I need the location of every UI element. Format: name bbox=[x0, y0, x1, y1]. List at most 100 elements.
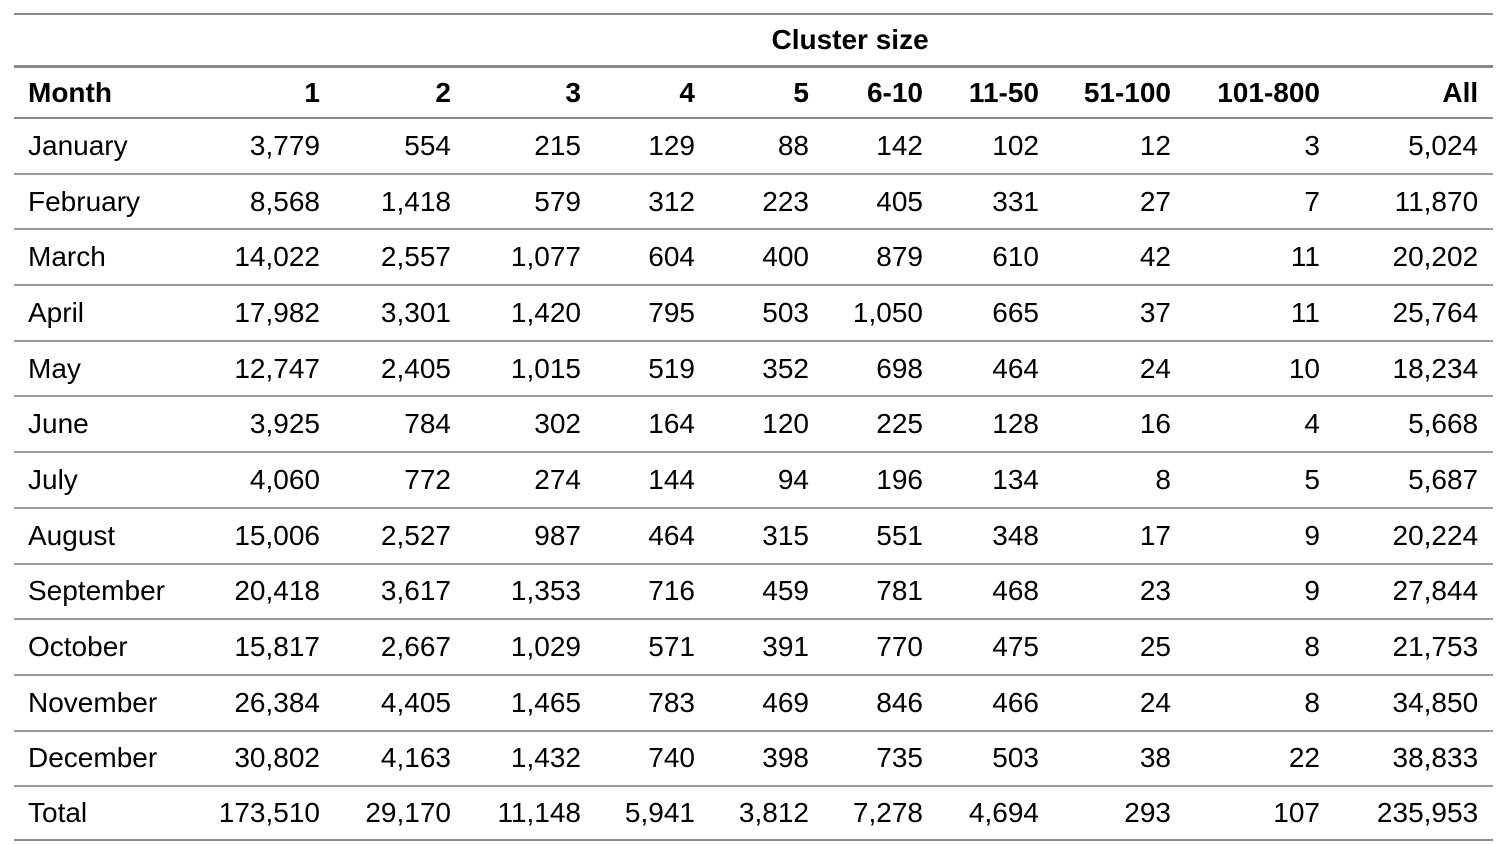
value-cell: 1,353 bbox=[465, 563, 595, 621]
value-cell: 468 bbox=[937, 563, 1053, 621]
month-cell: March bbox=[14, 229, 207, 287]
total-value-cell: 293 bbox=[1053, 786, 1185, 842]
value-cell: 20,224 bbox=[1334, 507, 1494, 565]
month-cell: November bbox=[14, 674, 207, 732]
value-cell: 215 bbox=[465, 118, 595, 175]
value-cell: 8 bbox=[1185, 619, 1334, 676]
value-cell: 1,050 bbox=[823, 285, 937, 342]
value-cell: 22 bbox=[1185, 730, 1334, 788]
value-cell: 604 bbox=[595, 229, 709, 287]
value-cell: 503 bbox=[709, 285, 823, 342]
value-cell: 2,557 bbox=[334, 229, 465, 287]
table-row: January 3,779 554 215 129 88 142 102 12 3 5,024 bbox=[14, 118, 1494, 175]
value-cell: 20,202 bbox=[1334, 229, 1494, 287]
table-row: February 8,568 1,418 579 312 223 405 331 27 7 11,8… bbox=[14, 173, 1494, 231]
table-body: January 3,779 554 215 129 88 142 102 12 3 5,024 Feb… bbox=[14, 118, 1494, 842]
value-cell: 274 bbox=[465, 452, 595, 509]
table-row: September 20,418 3,617 1,353 716 459 781 468 23 9… bbox=[14, 563, 1494, 621]
value-cell: 405 bbox=[823, 173, 937, 231]
value-cell: 94 bbox=[709, 452, 823, 509]
spanner-header-row: Cluster size bbox=[14, 13, 1494, 68]
month-cell: April bbox=[14, 285, 207, 342]
value-cell: 27,844 bbox=[1334, 563, 1494, 621]
value-cell: 4,163 bbox=[334, 730, 465, 788]
value-cell: 24 bbox=[1053, 340, 1185, 398]
table-row: August 15,006 2,527 987 464 315 551 348 17 9 20,22… bbox=[14, 507, 1494, 565]
value-cell: 102 bbox=[937, 118, 1053, 175]
value-cell: 579 bbox=[465, 173, 595, 231]
value-cell: 1,077 bbox=[465, 229, 595, 287]
value-cell: 27 bbox=[1053, 173, 1185, 231]
value-cell: 391 bbox=[709, 619, 823, 676]
value-cell: 735 bbox=[823, 730, 937, 788]
column-header: 101-800 bbox=[1185, 66, 1334, 119]
total-value-cell: 11,148 bbox=[465, 786, 595, 842]
value-cell: 2,405 bbox=[334, 340, 465, 398]
value-cell: 142 bbox=[823, 118, 937, 175]
value-cell: 3 bbox=[1185, 118, 1334, 175]
value-cell: 551 bbox=[823, 507, 937, 565]
table-row: July 4,060 772 274 144 94 196 134 8 5 5,687 bbox=[14, 452, 1494, 509]
value-cell: 475 bbox=[937, 619, 1053, 676]
value-cell: 34,850 bbox=[1334, 674, 1494, 732]
value-cell: 312 bbox=[595, 173, 709, 231]
total-row: Total 173,510 29,170 11,148 5,941 3,812 7,278 4… bbox=[14, 786, 1494, 842]
value-cell: 987 bbox=[465, 507, 595, 565]
value-cell: 315 bbox=[709, 507, 823, 565]
value-cell: 7 bbox=[1185, 173, 1334, 231]
total-value-cell: 173,510 bbox=[207, 786, 334, 842]
value-cell: 30,802 bbox=[207, 730, 334, 788]
value-cell: 879 bbox=[823, 229, 937, 287]
value-cell: 8,568 bbox=[207, 173, 334, 231]
value-cell: 14,022 bbox=[207, 229, 334, 287]
value-cell: 348 bbox=[937, 507, 1053, 565]
value-cell: 120 bbox=[709, 396, 823, 454]
value-cell: 466 bbox=[937, 674, 1053, 732]
column-header: 51-100 bbox=[1053, 66, 1185, 119]
month-cell: February bbox=[14, 173, 207, 231]
value-cell: 144 bbox=[595, 452, 709, 509]
month-cell: July bbox=[14, 452, 207, 509]
value-cell: 571 bbox=[595, 619, 709, 676]
column-header: All bbox=[1334, 66, 1494, 119]
value-cell: 781 bbox=[823, 563, 937, 621]
table-row: October 15,817 2,667 1,029 571 391 770 475 25 8 21… bbox=[14, 619, 1494, 676]
month-cell: October bbox=[14, 619, 207, 676]
column-header-row: Month 1 2 3 4 5 6-10 11-50 51-100 101-800 All bbox=[14, 66, 1494, 119]
value-cell: 3,617 bbox=[334, 563, 465, 621]
month-cell: December bbox=[14, 730, 207, 788]
value-cell: 331 bbox=[937, 173, 1053, 231]
value-cell: 459 bbox=[709, 563, 823, 621]
month-cell: August bbox=[14, 507, 207, 565]
value-cell: 554 bbox=[334, 118, 465, 175]
value-cell: 464 bbox=[937, 340, 1053, 398]
month-cell: June bbox=[14, 396, 207, 454]
value-cell: 17,982 bbox=[207, 285, 334, 342]
value-cell: 9 bbox=[1185, 507, 1334, 565]
value-cell: 38 bbox=[1053, 730, 1185, 788]
value-cell: 196 bbox=[823, 452, 937, 509]
value-cell: 3,925 bbox=[207, 396, 334, 454]
value-cell: 400 bbox=[709, 229, 823, 287]
column-header-month: Month bbox=[14, 66, 207, 119]
value-cell: 128 bbox=[937, 396, 1053, 454]
value-cell: 772 bbox=[334, 452, 465, 509]
table-row: April 17,982 3,301 1,420 795 503 1,050 665 37 11 2… bbox=[14, 285, 1494, 342]
value-cell: 38,833 bbox=[1334, 730, 1494, 788]
column-header: 11-50 bbox=[937, 66, 1053, 119]
column-header: 2 bbox=[334, 66, 465, 119]
column-header: 5 bbox=[709, 66, 823, 119]
value-cell: 25 bbox=[1053, 619, 1185, 676]
value-cell: 1,432 bbox=[465, 730, 595, 788]
value-cell: 15,817 bbox=[207, 619, 334, 676]
table-row: November 26,384 4,405 1,465 783 469 846 466 24 8 3… bbox=[14, 674, 1494, 732]
table-row: December 30,802 4,163 1,432 740 398 735 503 38 22… bbox=[14, 730, 1494, 788]
value-cell: 8 bbox=[1185, 674, 1334, 732]
value-cell: 12 bbox=[1053, 118, 1185, 175]
value-cell: 4,405 bbox=[334, 674, 465, 732]
value-cell: 37 bbox=[1053, 285, 1185, 342]
value-cell: 4,060 bbox=[207, 452, 334, 509]
value-cell: 1,029 bbox=[465, 619, 595, 676]
column-header: 4 bbox=[595, 66, 709, 119]
table-row: March 14,022 2,557 1,077 604 400 879 610 42 11 20,… bbox=[14, 229, 1494, 287]
